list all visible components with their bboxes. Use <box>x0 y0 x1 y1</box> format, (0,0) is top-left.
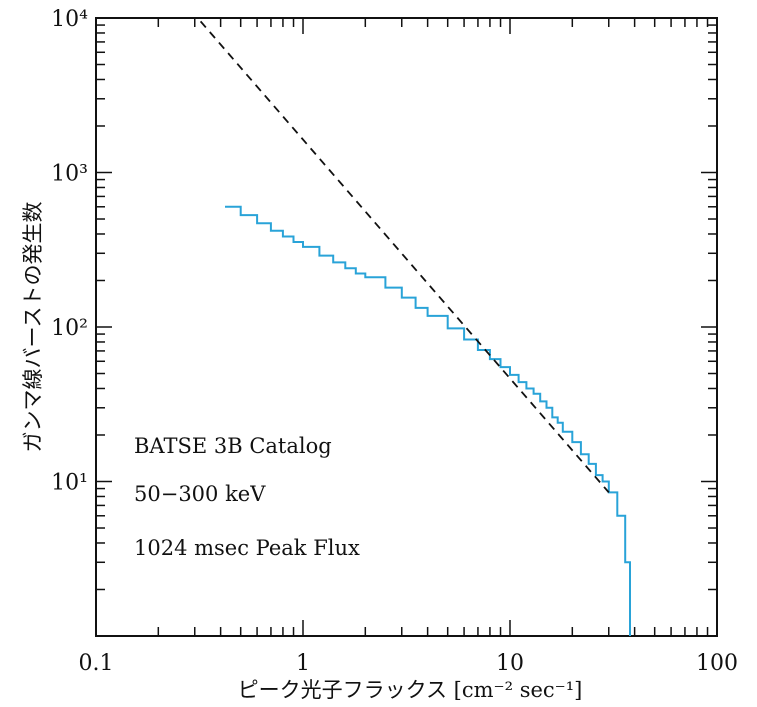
x-tick-label: 10 <box>496 651 524 676</box>
y-tick-label: 10² <box>51 316 88 341</box>
annotation-block: BATSE 3B Catalog 50−300 keV 1024 msec Pe… <box>134 434 360 560</box>
cumulative-distribution-line <box>225 205 631 636</box>
annotation-energy-band: 50−300 keV <box>134 482 266 506</box>
x-axis-label: ピーク光子フラックス [cm⁻² sec⁻¹] <box>238 678 583 702</box>
y-tick-label: 10³ <box>51 162 88 187</box>
y-tick-labels: 10¹ 10² 10³ 10⁴ <box>51 7 88 496</box>
power-law-dashed-line <box>199 20 610 493</box>
x-tick-label: 100 <box>696 651 738 676</box>
y-tick-label: 10⁴ <box>51 7 88 32</box>
y-axis-label: ガンマ線バーストの発生数 <box>21 202 45 453</box>
annotation-timescale: 1024 msec Peak Flux <box>134 536 360 560</box>
annotation-catalog: BATSE 3B Catalog <box>134 434 332 458</box>
x-tick-label: 1 <box>296 651 310 676</box>
axis-ticks <box>96 18 717 636</box>
plot-series <box>199 20 631 636</box>
y-tick-label: 10¹ <box>51 471 88 496</box>
x-tick-labels: 0.1 1 10 100 <box>79 651 739 676</box>
x-tick-label: 0.1 <box>79 651 114 676</box>
